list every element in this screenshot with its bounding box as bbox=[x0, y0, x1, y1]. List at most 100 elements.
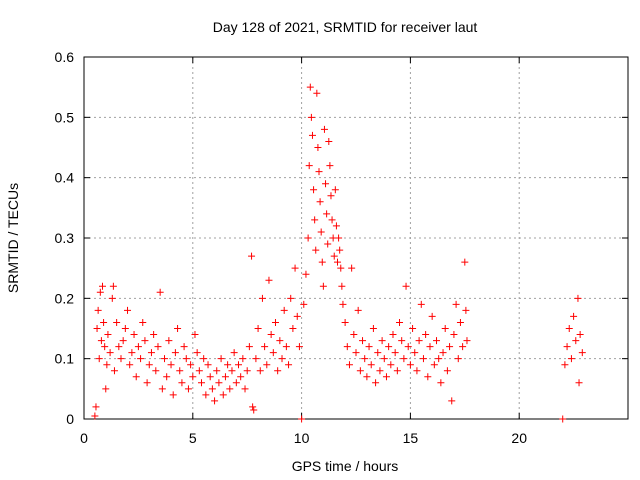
data-point bbox=[320, 125, 328, 133]
data-point bbox=[91, 412, 99, 420]
data-point bbox=[282, 343, 290, 351]
data-point bbox=[206, 373, 214, 381]
data-points bbox=[91, 83, 586, 423]
data-point bbox=[291, 264, 299, 272]
data-point bbox=[424, 373, 432, 381]
data-point bbox=[189, 373, 197, 381]
data-point bbox=[574, 294, 582, 302]
data-point bbox=[359, 337, 367, 345]
data-point bbox=[101, 343, 109, 351]
data-point bbox=[382, 373, 390, 381]
data-point bbox=[311, 216, 319, 224]
data-point bbox=[310, 186, 318, 194]
data-point bbox=[169, 391, 177, 399]
data-point bbox=[106, 349, 114, 357]
data-point bbox=[97, 337, 105, 345]
data-point bbox=[141, 337, 149, 345]
data-point bbox=[163, 373, 171, 381]
data-point bbox=[261, 343, 269, 351]
data-point bbox=[304, 234, 312, 242]
data-point bbox=[167, 361, 175, 369]
data-point bbox=[115, 343, 123, 351]
data-point bbox=[404, 343, 412, 351]
data-point bbox=[143, 379, 151, 387]
data-point bbox=[145, 361, 153, 369]
data-point bbox=[443, 367, 451, 375]
data-point bbox=[565, 325, 573, 332]
y-tick-label: 0.2 bbox=[55, 290, 75, 306]
data-point bbox=[230, 349, 238, 357]
y-tick-label: 0.5 bbox=[55, 109, 75, 125]
data-point bbox=[409, 325, 417, 332]
data-point bbox=[139, 318, 147, 326]
data-point bbox=[325, 137, 333, 145]
data-point bbox=[330, 252, 338, 260]
data-point bbox=[150, 331, 158, 339]
data-point bbox=[396, 318, 404, 326]
data-point bbox=[100, 318, 108, 326]
data-point bbox=[428, 312, 436, 320]
data-point bbox=[93, 325, 101, 332]
data-point bbox=[339, 300, 347, 308]
data-point bbox=[433, 337, 441, 345]
data-point bbox=[271, 318, 279, 326]
data-point bbox=[174, 325, 182, 332]
data-point bbox=[154, 343, 162, 351]
data-point bbox=[567, 355, 575, 363]
data-point bbox=[376, 367, 384, 375]
data-point bbox=[400, 355, 408, 363]
data-point bbox=[411, 349, 419, 357]
data-point bbox=[319, 282, 327, 290]
data-point bbox=[239, 355, 247, 363]
data-point bbox=[450, 331, 458, 339]
data-point bbox=[130, 331, 138, 339]
data-point bbox=[315, 168, 323, 176]
data-point bbox=[348, 264, 356, 272]
data-point bbox=[211, 397, 219, 405]
data-point bbox=[250, 406, 258, 414]
data-point bbox=[437, 379, 445, 387]
data-point bbox=[241, 385, 249, 393]
data-point bbox=[338, 282, 346, 290]
data-point bbox=[237, 373, 245, 381]
data-point bbox=[276, 337, 284, 345]
data-point bbox=[215, 379, 223, 387]
tick-labels: 0 5 10 15 20 0 0.1 0.2 0.3 0.4 0.5 0.6 bbox=[55, 49, 528, 446]
data-point bbox=[336, 246, 344, 254]
data-point bbox=[369, 325, 377, 332]
data-point bbox=[191, 331, 199, 339]
data-point bbox=[406, 361, 414, 369]
data-point bbox=[374, 349, 382, 357]
data-point bbox=[108, 294, 116, 302]
data-point bbox=[337, 264, 345, 272]
data-point bbox=[187, 361, 195, 369]
data-point bbox=[559, 415, 567, 423]
data-point bbox=[124, 306, 132, 314]
data-point bbox=[98, 282, 106, 290]
data-point bbox=[109, 282, 117, 290]
data-point bbox=[570, 312, 578, 320]
data-point bbox=[202, 391, 210, 399]
x-tick-label: 10 bbox=[294, 430, 310, 446]
data-point bbox=[576, 331, 584, 339]
data-point bbox=[462, 306, 470, 314]
data-point bbox=[439, 349, 447, 357]
data-point bbox=[224, 361, 232, 369]
data-point bbox=[454, 355, 462, 363]
data-point bbox=[335, 234, 343, 242]
y-tick-label: 0 bbox=[66, 411, 74, 427]
data-point bbox=[243, 367, 251, 375]
data-point bbox=[419, 355, 427, 363]
data-point bbox=[306, 83, 314, 91]
data-point bbox=[316, 198, 324, 206]
data-point bbox=[226, 385, 234, 393]
data-point bbox=[305, 162, 313, 170]
data-point bbox=[92, 403, 100, 411]
y-tick-label: 0.3 bbox=[55, 230, 75, 246]
data-point bbox=[280, 306, 288, 314]
grid-lines bbox=[84, 57, 628, 419]
data-point bbox=[267, 331, 275, 339]
data-point bbox=[367, 361, 375, 369]
data-point bbox=[422, 331, 430, 339]
data-point bbox=[446, 343, 454, 351]
